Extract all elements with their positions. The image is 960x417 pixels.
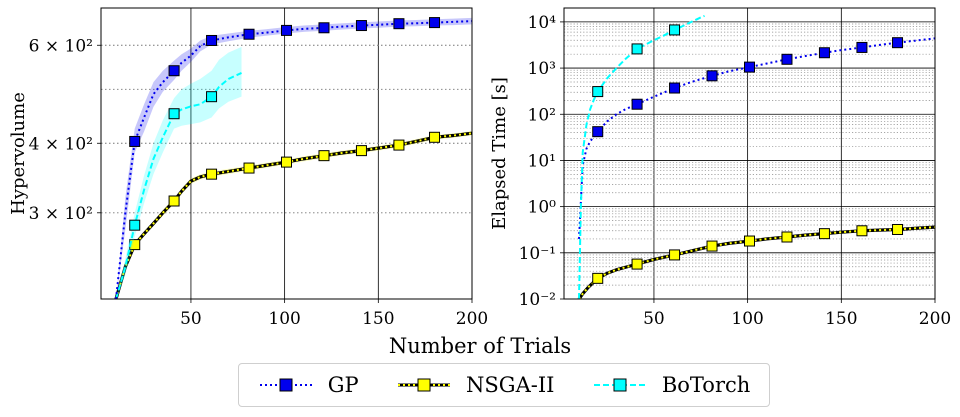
data-point-botorch	[592, 86, 604, 98]
data-point-nsga-ii	[706, 240, 718, 252]
series-botorch	[577, 14, 705, 299]
series-nsga-ii	[577, 223, 935, 299]
data-point-botorch	[669, 24, 681, 36]
data-point-nsga-ii	[281, 156, 292, 168]
data-point-botorch	[129, 219, 141, 231]
y-tick-label: 10²	[528, 105, 556, 125]
data-point-nsga-ii	[631, 258, 643, 270]
data-point-gp	[706, 70, 718, 82]
x-tick-label: 100	[731, 309, 763, 329]
y-tick-label: 4 × 10²	[29, 134, 93, 154]
data-point-gp	[355, 20, 367, 32]
data-point-nsga-ii	[592, 272, 604, 284]
plot-frame	[563, 7, 936, 300]
data-point-nsga-ii	[318, 150, 330, 162]
series-gp	[577, 37, 935, 239]
data-point-nsga-ii	[355, 145, 367, 157]
x-tick-label: 150	[825, 309, 857, 329]
data-point-gp	[206, 34, 218, 46]
y-axis-label: Hypervolume	[8, 92, 29, 215]
y-tick-label: 10⁴	[528, 13, 557, 33]
data-point-nsga-ii	[168, 195, 180, 207]
y-tick-label: 10⁻¹	[519, 244, 556, 264]
data-point-gp	[243, 28, 255, 40]
data-point-gp	[168, 65, 180, 77]
plot-frame	[100, 7, 473, 300]
confidence-band-botorch	[115, 46, 242, 299]
data-point-nsga-ii	[393, 139, 405, 151]
series-botorch	[115, 46, 242, 299]
data-point-gp	[856, 41, 868, 53]
series-line-nsga-ii	[578, 226, 935, 299]
legend-swatch-gp	[259, 378, 312, 392]
hypervolume-chart: 50 100 150 200 3 × 10² 4 × 10² 6 × 10² Hypervol…	[8, 7, 488, 329]
data-point-gp	[129, 135, 141, 147]
data-point-nsga-ii	[781, 231, 793, 243]
data-point-nsga-ii	[818, 228, 830, 240]
data-point-nsga-ii	[243, 162, 255, 174]
series-line-nsga-ii	[115, 132, 472, 299]
data-point-gp	[281, 24, 292, 36]
data-point-gp	[781, 53, 793, 65]
data-point-botorch	[206, 91, 218, 103]
grid	[564, 7, 935, 300]
legend-swatch-nsga-ii	[398, 378, 451, 392]
data-point-nsga-ii	[856, 225, 868, 237]
y-tick-label: 10⁻²	[519, 290, 556, 310]
data-point-nsga-ii	[892, 223, 904, 235]
series-line-outline-nsga-ii	[114, 131, 472, 299]
legend-item-botorch: BoTorch	[592, 373, 750, 397]
data-point-gp	[744, 61, 755, 73]
data-point-nsga-ii	[206, 168, 218, 180]
legend-item-gp: GP	[258, 373, 359, 397]
legend-label-botorch: BoTorch	[661, 373, 751, 397]
data-point-nsga-ii	[669, 249, 681, 261]
series-gp	[114, 17, 472, 299]
shared-x-axis-label: Number of Trials	[388, 334, 572, 358]
data-point-nsga-ii	[429, 131, 441, 143]
x-tick-label: 50	[643, 309, 665, 329]
series-line-botorch	[577, 14, 705, 299]
confidence-band-nsga-ii	[115, 130, 472, 299]
elapsed-time-chart: 50 100 150 200 10⁻² 10⁻¹ 10⁰ 10¹ 10² 10³ 10⁴ Elapse…	[489, 7, 951, 329]
series-nsga-ii	[114, 130, 472, 299]
legend-item-nsga-ii: NSGA-II	[396, 373, 554, 397]
data-point-nsga-ii	[744, 235, 755, 247]
x-tick-label: 200	[456, 309, 488, 329]
data-point-gp	[393, 18, 405, 30]
legend-label-nsga-ii: NSGA-II	[466, 373, 555, 397]
x-tick-label: 200	[919, 309, 951, 329]
data-point-gp	[669, 82, 681, 94]
plot-area	[577, 14, 935, 299]
data-point-gp	[631, 98, 643, 110]
data-point-gp	[818, 47, 830, 59]
data-point-gp	[892, 37, 904, 49]
legend-swatch-botorch	[593, 378, 646, 392]
data-point-gp	[592, 126, 604, 138]
y-tick-label: 10¹	[528, 151, 556, 171]
data-point-gp	[429, 17, 441, 29]
y-axis-label: Elapsed Time [s]	[489, 77, 510, 230]
x-tick-label: 50	[180, 309, 202, 329]
y-tick-label: 10⁰	[528, 198, 557, 218]
y-tick-label: 3 × 10²	[29, 204, 93, 224]
legend: GP NSGA-II BoTorch	[238, 363, 770, 407]
data-point-botorch	[631, 43, 643, 55]
data-point-botorch	[168, 108, 180, 120]
x-tick-label: 100	[268, 309, 300, 329]
data-point-gp	[318, 22, 330, 34]
plot-area	[114, 17, 472, 299]
legend-label-gp: GP	[327, 373, 359, 397]
y-tick-label: 6 × 10²	[29, 36, 93, 56]
x-tick-label: 150	[362, 309, 394, 329]
y-tick-label: 10³	[528, 59, 556, 79]
